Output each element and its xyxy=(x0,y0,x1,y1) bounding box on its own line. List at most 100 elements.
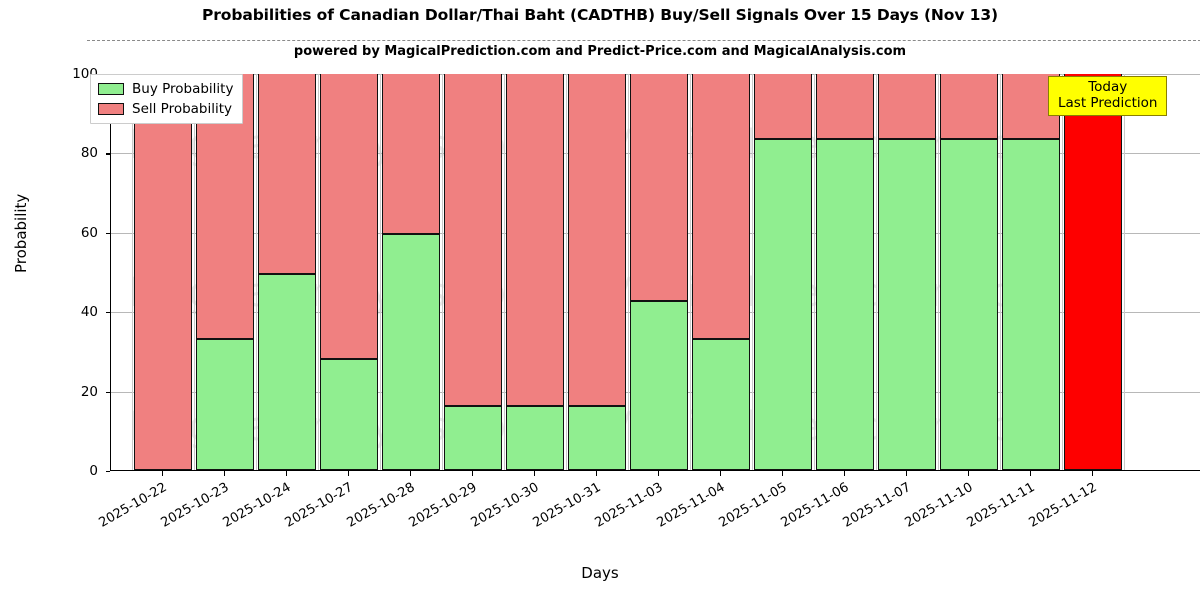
bar-segment-sell[interactable] xyxy=(568,74,626,407)
bar-group[interactable] xyxy=(692,74,750,470)
bar-segment-sell[interactable] xyxy=(692,74,750,339)
bar-group[interactable] xyxy=(506,74,564,470)
legend-label: Buy Probability xyxy=(132,81,234,97)
bar-segment-sell[interactable] xyxy=(878,74,936,140)
x-axis-title: Days xyxy=(581,564,619,582)
bar-segment-buy[interactable] xyxy=(506,406,564,470)
y-tick-mark xyxy=(105,232,110,234)
x-tick-mark xyxy=(1030,471,1032,476)
bar-segment-buy[interactable] xyxy=(382,233,440,470)
bar-group[interactable] xyxy=(630,74,688,470)
x-gridline xyxy=(442,74,443,470)
today-annotation: Today Last Prediction xyxy=(1048,76,1168,117)
bar-segment-buy[interactable] xyxy=(692,339,750,470)
x-gridline xyxy=(256,74,257,470)
bar-segment-buy[interactable] xyxy=(940,139,998,470)
today-annotation-line2: Last Prediction xyxy=(1058,94,1158,111)
y-tick-label: 40 xyxy=(80,304,98,321)
bar-segment-today[interactable] xyxy=(1064,74,1122,470)
bar-group[interactable] xyxy=(258,74,316,470)
bar-segment-sell[interactable] xyxy=(940,74,998,140)
bar-segment-sell[interactable] xyxy=(754,74,812,140)
bar-segment-sell[interactable] xyxy=(506,74,564,407)
bar-group[interactable] xyxy=(878,74,936,470)
legend-item[interactable]: Sell Probability xyxy=(98,101,233,117)
x-gridline xyxy=(628,74,629,470)
legend-swatch-icon xyxy=(98,83,124,95)
x-gridline xyxy=(1062,74,1063,470)
x-gridline xyxy=(132,74,133,470)
bar-group[interactable] xyxy=(196,74,254,470)
bar-segment-buy[interactable] xyxy=(258,273,316,470)
bar-group[interactable] xyxy=(382,74,440,470)
plot-area: MagicalAnalysis.comMagicalPrediction.com… xyxy=(87,39,1200,471)
legend-swatch-icon xyxy=(98,103,124,115)
x-tick-mark xyxy=(348,471,350,476)
x-tick-mark xyxy=(1092,471,1094,476)
y-tick-label: 80 xyxy=(80,145,98,162)
bar-segment-buy[interactable] xyxy=(568,406,626,470)
bar-group[interactable] xyxy=(444,74,502,470)
y-tick-mark xyxy=(105,312,110,314)
bar-segment-buy[interactable] xyxy=(630,301,688,470)
bar-segment-buy[interactable] xyxy=(754,139,812,470)
x-gridline xyxy=(814,74,815,470)
bar-segment-sell[interactable] xyxy=(382,74,440,234)
chart-title: Probabilities of Canadian Dollar/Thai Ba… xyxy=(201,6,999,24)
bar-segment-sell[interactable] xyxy=(320,74,378,359)
bar-group[interactable] xyxy=(754,74,812,470)
x-tick-mark xyxy=(596,471,598,476)
x-gridline xyxy=(194,74,195,470)
bar-segment-sell[interactable] xyxy=(258,74,316,274)
x-tick-mark xyxy=(534,471,536,476)
x-tick-mark xyxy=(720,471,722,476)
bar-segment-sell[interactable] xyxy=(134,74,192,470)
bar-segment-buy[interactable] xyxy=(878,139,936,470)
x-gridline xyxy=(876,74,877,470)
x-tick-mark xyxy=(968,471,970,476)
x-gridline xyxy=(1124,74,1125,470)
bar-group[interactable] xyxy=(320,74,378,470)
x-gridline xyxy=(690,74,691,470)
bar-group[interactable] xyxy=(1064,74,1122,470)
bar-segment-buy[interactable] xyxy=(196,339,254,470)
bar-segment-sell[interactable] xyxy=(444,74,502,407)
x-gridline xyxy=(566,74,567,470)
legend-label: Sell Probability xyxy=(132,101,233,117)
bar-group[interactable] xyxy=(1002,74,1060,470)
y-tick-mark xyxy=(105,391,110,393)
chart-subtitle: powered by MagicalPrediction.com and Pre… xyxy=(293,44,907,59)
x-gridline xyxy=(318,74,319,470)
bar-segment-buy[interactable] xyxy=(320,358,378,470)
bar-segment-buy[interactable] xyxy=(816,139,874,470)
bar-group[interactable] xyxy=(816,74,874,470)
bar-segment-sell[interactable] xyxy=(630,74,688,302)
today-annotation-line1: Today xyxy=(1088,79,1128,95)
x-gridline xyxy=(938,74,939,470)
x-tick-mark xyxy=(162,471,164,476)
y-axis-title: Probability xyxy=(12,193,30,273)
bar-group[interactable] xyxy=(568,74,626,470)
chart-legend: Buy Probability Sell Probability xyxy=(90,74,244,124)
y-tick-label: 60 xyxy=(80,224,98,241)
y-tick-mark xyxy=(105,471,110,473)
x-tick-mark xyxy=(224,471,226,476)
threshold-line xyxy=(87,39,1200,41)
x-gridline xyxy=(1000,74,1001,470)
x-tick-mark xyxy=(844,471,846,476)
y-tick-label: 20 xyxy=(80,383,98,400)
y-tick-label: 0 xyxy=(89,463,98,479)
x-tick-mark xyxy=(472,471,474,476)
x-tick-mark xyxy=(410,471,412,476)
bar-segment-buy[interactable] xyxy=(1002,139,1060,470)
x-tick-mark xyxy=(906,471,908,476)
legend-item[interactable]: Buy Probability xyxy=(98,81,233,97)
x-gridline xyxy=(380,74,381,470)
bar-group[interactable] xyxy=(940,74,998,470)
x-gridline xyxy=(752,74,753,470)
bar-segment-sell[interactable] xyxy=(816,74,874,140)
bar-group[interactable] xyxy=(134,74,192,470)
x-tick-mark xyxy=(286,471,288,476)
bar-segment-buy[interactable] xyxy=(444,406,502,470)
